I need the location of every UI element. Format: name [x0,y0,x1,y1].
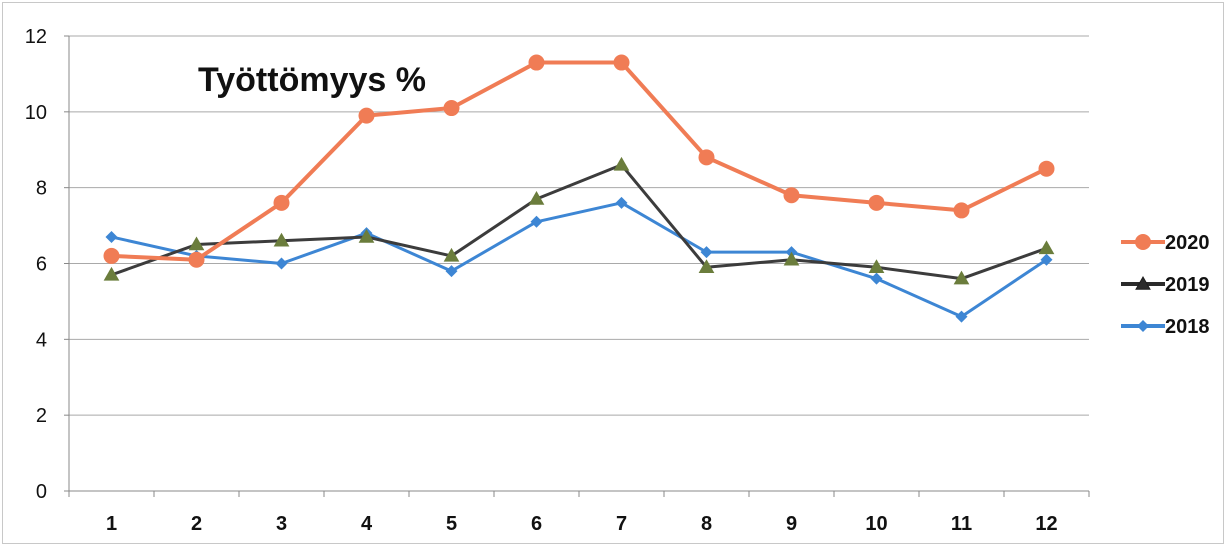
data-point-2018 [615,196,628,209]
data-point-2020 [103,247,120,264]
y-tick-label: 8 [36,178,47,200]
legend-marker [1137,320,1149,332]
x-tick-label: 4 [361,513,373,535]
x-tick-label: 6 [531,513,542,535]
series-2018 [105,196,1053,323]
data-point-2019 [358,228,375,243]
data-point-2019 [443,247,460,262]
x-tick-label: 12 [1035,513,1057,535]
legend-label: 2019 [1165,274,1210,296]
x-tick-label: 11 [951,513,972,535]
gridlines [69,35,1089,416]
legend-marker [1135,234,1151,250]
data-point-2020 [953,202,970,219]
x-tick-label: 3 [276,513,287,535]
x-tick-label: 1 [106,513,117,535]
series-group [103,54,1055,323]
data-point-2020 [868,194,885,211]
legend-label: 2018 [1165,316,1210,338]
x-tick-label: 5 [446,513,457,535]
data-point-2018 [105,230,118,243]
data-point-2020 [783,187,800,204]
data-point-2020 [358,107,375,124]
series-line-2020 [111,60,1048,262]
y-tick-label: 2 [36,405,47,427]
series-2020 [103,54,1055,268]
x-tick-label: 8 [701,513,712,535]
data-point-2018 [700,246,713,259]
data-point-2018 [445,265,458,278]
data-point-2018 [275,257,288,270]
data-point-2019 [1038,240,1055,255]
data-point-2019 [188,236,205,251]
data-point-2019 [103,266,120,281]
legend-item-2019: 2019 [1121,274,1210,296]
data-point-2020 [528,54,545,71]
data-point-2019 [698,259,715,274]
x-tick-label: 7 [616,513,627,535]
data-point-2019 [783,251,800,266]
legend: 2020 2019 2018 [1121,232,1210,338]
data-point-2020 [443,100,460,117]
data-point-2019 [868,259,885,274]
data-point-2019 [613,156,630,171]
y-tick-label: 6 [36,254,47,276]
x-tick-label: 10 [865,513,887,535]
data-point-2018 [530,215,543,228]
series-line-2019 [110,163,1048,281]
data-point-2020 [273,194,290,211]
data-point-2018 [870,272,883,285]
data-point-2018 [1040,253,1053,266]
legend-label: 2020 [1165,232,1210,254]
y-tick-label: 10 [25,102,47,124]
data-point-2019 [953,270,970,285]
x-tick-label: 9 [786,513,797,535]
legend-marker [1135,275,1151,290]
data-point-2019 [528,191,545,205]
series-2019 [103,156,1055,285]
data-point-2020 [188,251,205,268]
data-point-2020 [1038,160,1055,177]
data-point-2020 [613,54,630,71]
data-point-2020 [698,149,715,166]
legend-item-2018: 2018 [1121,316,1210,338]
y-tick-label: 0 [36,481,47,503]
series-line-2018 [111,201,1048,319]
data-point-2019 [273,232,290,247]
y-tick-label: 4 [36,329,47,351]
legend-item-2020: 2020 [1121,232,1210,254]
chart-title: Työttömyys % [198,61,426,99]
data-point-2018 [955,310,968,323]
x-tick-label: 2 [191,513,202,535]
y-tick-label: 12 [25,26,47,48]
